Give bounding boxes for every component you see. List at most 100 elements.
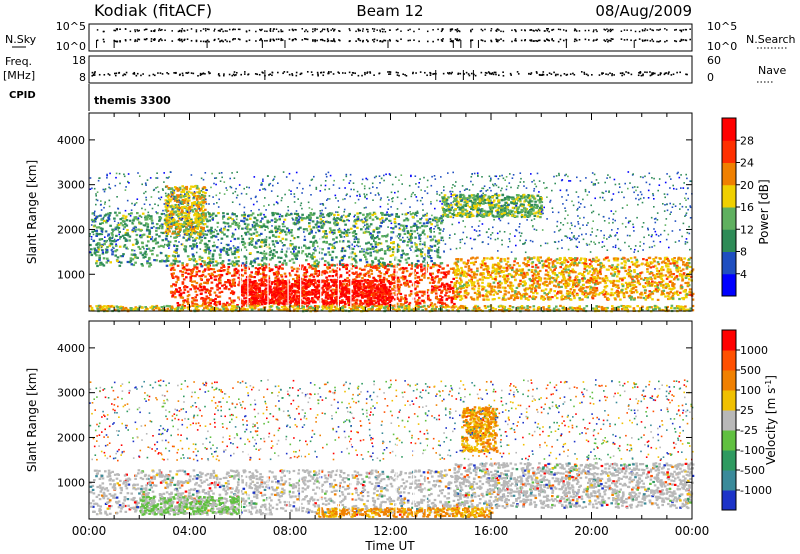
power-cell	[573, 307, 577, 310]
power-cell	[606, 293, 609, 296]
power-cell	[445, 291, 448, 294]
power-cell	[324, 290, 327, 293]
freq-point	[583, 73, 586, 75]
power-cell	[385, 286, 388, 289]
freq-point	[649, 71, 651, 73]
freq-point	[202, 73, 204, 75]
power-cell	[458, 306, 462, 309]
power-cell	[447, 295, 450, 298]
power-cell	[454, 297, 458, 300]
power-cell	[177, 306, 180, 309]
power-cell	[431, 278, 434, 281]
power-cell	[625, 305, 628, 308]
power-cell	[582, 287, 585, 290]
power-cell	[465, 291, 469, 295]
power-cell	[365, 303, 369, 306]
power-cell	[678, 297, 681, 301]
power-cell	[546, 271, 550, 274]
power-cell	[491, 277, 495, 280]
power-cell	[377, 274, 380, 277]
power-cell	[505, 263, 508, 266]
nsearch-point	[150, 30, 153, 32]
nsearch-point	[689, 28, 691, 30]
power-cell	[387, 298, 391, 301]
power-cell	[225, 272, 229, 276]
power-cell	[339, 274, 343, 277]
power-cell	[388, 296, 391, 299]
nsky-point	[119, 40, 121, 42]
power-cell	[610, 288, 614, 291]
freq-point	[585, 73, 588, 76]
power-cell	[534, 287, 537, 290]
power-cell	[407, 303, 411, 306]
power-cell	[324, 270, 327, 273]
power-cell	[571, 285, 575, 289]
nsky-point	[245, 40, 248, 42]
power-cell	[248, 288, 251, 291]
power-cell	[477, 284, 481, 287]
power-cell	[394, 304, 397, 307]
freq-point	[295, 74, 298, 77]
power-cell	[634, 289, 638, 292]
nsearch-point	[269, 29, 271, 32]
nsearch-point	[418, 28, 420, 30]
power-cell	[224, 287, 228, 290]
nsearch-tick-top: 10^5	[707, 20, 737, 33]
power-cell	[289, 287, 293, 290]
power-cell	[209, 308, 213, 311]
power-cell	[291, 269, 294, 272]
nsearch-point	[395, 29, 398, 31]
power-cell	[375, 286, 379, 289]
power-cell	[187, 272, 190, 275]
nsky-point	[195, 40, 198, 43]
power-cell	[275, 302, 278, 305]
power-cell	[455, 263, 458, 266]
nsearch-point	[565, 30, 567, 32]
freq-point	[94, 71, 96, 73]
power-cell	[345, 298, 348, 301]
freq-point	[208, 72, 211, 75]
nsky-point	[319, 38, 322, 41]
power-cell	[388, 286, 392, 289]
power-cell	[600, 306, 604, 309]
power-cell	[428, 299, 432, 302]
nsearch-point	[102, 30, 105, 33]
power-cell	[279, 287, 282, 290]
power-cell	[551, 296, 554, 299]
nsky-point	[116, 40, 119, 43]
nsearch-point	[259, 28, 261, 31]
power-cell	[582, 283, 585, 286]
power-cell	[565, 259, 568, 262]
nsky-point	[158, 39, 161, 41]
power-cell	[370, 293, 373, 297]
power-cell	[345, 267, 348, 271]
power-cell	[466, 272, 469, 275]
power-cell	[379, 295, 383, 298]
power-cell	[328, 275, 331, 278]
power-cell	[292, 278, 295, 281]
power-cell	[476, 282, 480, 285]
power-cell	[398, 286, 401, 289]
nsky-point	[548, 39, 550, 42]
power-cell	[325, 276, 328, 279]
nsky-point	[532, 40, 535, 42]
power-cell	[436, 275, 439, 278]
freq-point	[587, 74, 589, 77]
power-cell	[228, 272, 231, 275]
power-cell	[494, 308, 498, 311]
power-cell	[669, 262, 672, 265]
power-cell	[261, 268, 265, 271]
power-cell	[310, 292, 314, 295]
nsearch-point	[535, 29, 537, 31]
nave-tick-top: 60	[707, 54, 721, 67]
power-cell	[229, 291, 233, 295]
power-cell	[343, 305, 347, 308]
power-cell	[452, 306, 456, 309]
power-cell	[270, 288, 273, 291]
power-cell	[254, 302, 258, 305]
nsearch-point	[348, 28, 351, 30]
power-cell	[274, 277, 277, 280]
power-cell	[408, 274, 411, 277]
power-cell	[204, 305, 208, 308]
power-cell	[401, 275, 405, 278]
